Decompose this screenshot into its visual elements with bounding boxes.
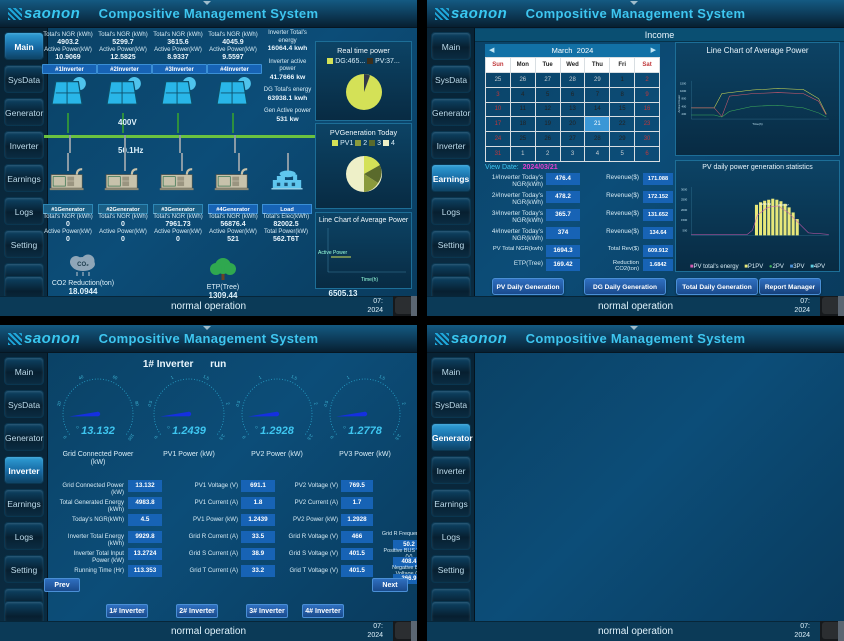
svg-text:80: 80 — [134, 401, 140, 408]
svg-text:400: 400 — [682, 104, 687, 108]
svg-text:20: 20 — [56, 400, 62, 407]
svg-text:200: 200 — [682, 112, 687, 116]
svg-text:Active Power: Active Power — [677, 95, 681, 113]
svg-text:CO₂: CO₂ — [77, 262, 89, 268]
svg-text:2500: 2500 — [681, 198, 688, 202]
svg-text:Active Power: Active Power — [318, 250, 348, 256]
svg-text:3219.64: 3219.64 — [760, 202, 771, 206]
svg-text:2: 2 — [313, 402, 319, 406]
svg-text:60: 60 — [112, 374, 119, 381]
svg-text:Time(h): Time(h) — [752, 122, 762, 126]
svg-text:1500: 1500 — [681, 218, 688, 222]
svg-text:1000: 1000 — [680, 89, 687, 93]
svg-text:0.5: 0.5 — [235, 399, 242, 407]
svg-text:800: 800 — [682, 97, 687, 101]
svg-text:1: 1 — [258, 374, 263, 380]
svg-text:1: 1 — [170, 374, 175, 380]
svg-text:1.5: 1.5 — [378, 374, 386, 381]
svg-text:40: 40 — [78, 374, 85, 381]
svg-text:1: 1 — [346, 374, 351, 380]
svg-text:2: 2 — [401, 402, 407, 406]
svg-text:3636.47: 3636.47 — [778, 203, 789, 207]
svg-text:Time(h): Time(h) — [361, 277, 378, 282]
svg-text:500: 500 — [683, 228, 688, 232]
svg-text:0.5: 0.5 — [323, 399, 330, 407]
svg-text:1500: 1500 — [680, 81, 687, 85]
svg-text:3000: 3000 — [681, 188, 688, 192]
svg-text:2: 2 — [225, 402, 231, 406]
svg-text:2000: 2000 — [681, 208, 688, 212]
svg-text:1.5: 1.5 — [290, 374, 298, 381]
svg-text:0.5: 0.5 — [147, 399, 154, 407]
svg-text:1.5: 1.5 — [202, 374, 210, 381]
